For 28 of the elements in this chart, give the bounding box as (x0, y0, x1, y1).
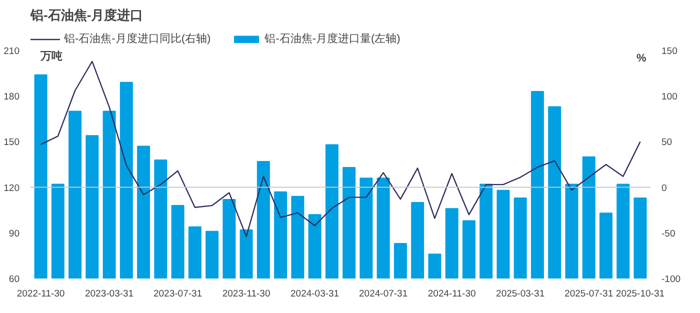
x-tick-label: 2025-10-31 (616, 288, 665, 300)
x-tick-label: 2023-11-30 (222, 288, 270, 300)
y-tick-label: 180 (4, 92, 20, 103)
line-series (40, 60, 641, 238)
y-tick-label: 90 (8, 228, 20, 240)
x-tick-label: 2023-03-31 (84, 288, 134, 300)
x-tick-label: 2023-07-31 (153, 288, 202, 300)
y2-tick-label: 0 (662, 182, 667, 194)
x-tick-label: 2022-11-30 (16, 288, 65, 300)
legend-label: 铝-石油焦-月度进口同比(右轴) (64, 32, 211, 46)
chart-title: 铝-石油焦-月度进口 (30, 8, 144, 22)
y-tick-label: 150 (4, 137, 20, 148)
x-tick-label: 2025-03-31 (496, 288, 545, 300)
x-tick-label: 2025-07-31 (564, 288, 614, 300)
x-tick-label: 2024-11-30 (428, 288, 476, 300)
y2-axis-title: % (636, 52, 646, 64)
y2-tick-label: 100 (662, 92, 678, 103)
y-tick-label: 120 (4, 182, 20, 194)
y2-tick-label: 150 (662, 46, 678, 57)
y2-tick-label: -50 (662, 228, 676, 240)
y-tick-label: 60 (8, 274, 20, 285)
y-axis-title: 万吨 (40, 50, 62, 62)
x-tick-label: 2024-03-31 (290, 288, 340, 300)
y2-tick-label: 50 (662, 137, 672, 148)
x-tick-label: 2024-07-31 (359, 288, 408, 300)
legend-label: 铝-石油焦-月度进口量(左轴) (264, 32, 400, 46)
y2-tick-label: -100 (662, 274, 681, 285)
y-tick-label: 210 (4, 46, 20, 57)
